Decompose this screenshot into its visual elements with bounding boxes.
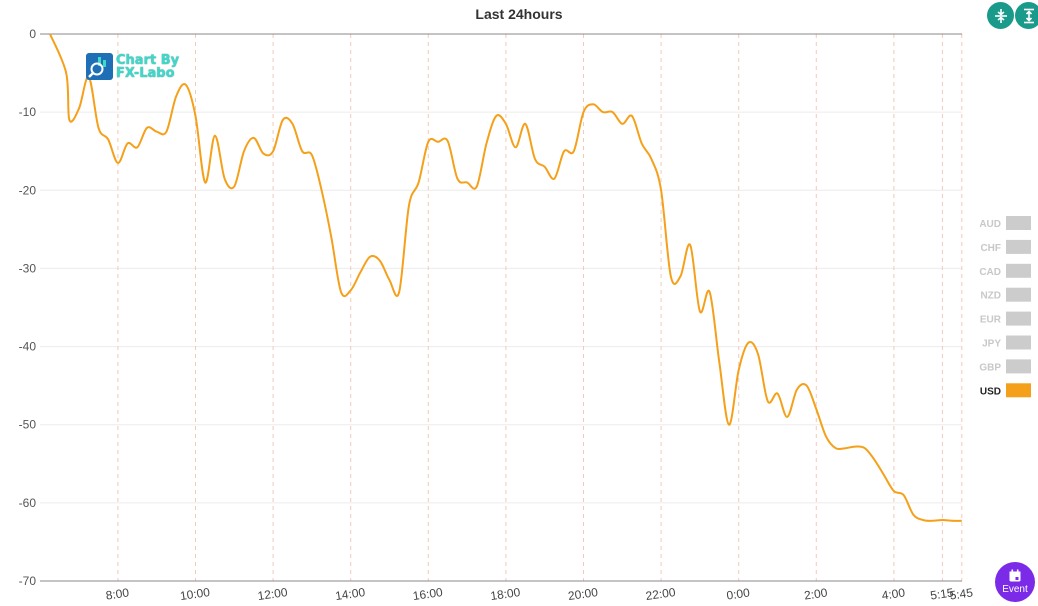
logo-line-1: Chart By [116, 52, 180, 68]
y-tick-label: 0 [29, 27, 36, 41]
compress-vertical-icon [994, 8, 1007, 23]
legend-label-aud[interactable]: AUD [979, 219, 1001, 230]
y-tick-label: -30 [19, 261, 37, 275]
x-tick-label: 10:00 [179, 585, 211, 603]
event-button[interactable]: Event [995, 562, 1035, 602]
series-layer [49, 33, 962, 522]
legend-label-usd[interactable]: USD [980, 386, 1001, 397]
x-axis-tick-labels: 8:00 10:00 12:00 14:00 16:00 18:00 20:00 22:00 0… [105, 585, 974, 603]
x-tick-label: 4:00 [881, 585, 906, 602]
legend-label-jpy[interactable]: JPY [982, 339, 1001, 350]
legend-swatch-jpy[interactable] [1006, 335, 1031, 350]
logo-text: Chart By FX-Labo [116, 54, 179, 80]
chart-by-fx-labo-logo: Chart By FX-Labo [86, 53, 179, 80]
x-tick-label: 14:00 [334, 585, 366, 603]
y-tick-label: -50 [19, 418, 37, 432]
legend-label-cad[interactable]: CAD [979, 267, 1001, 278]
x-gridlines [117, 34, 963, 581]
x-tick-label: 12:00 [257, 585, 289, 603]
logo-line-2: FX-Labo [116, 65, 175, 81]
x-tick-label: 5:45 [949, 585, 974, 602]
y-tick-label: -70 [19, 574, 37, 588]
legend-label-chf[interactable]: CHF [980, 243, 1001, 254]
y-tick-label: -40 [19, 340, 37, 354]
chart-title: Last 24hours [475, 6, 562, 22]
x-tick-label: 2:00 [803, 585, 828, 602]
legend-swatch-aud[interactable] [1006, 216, 1031, 230]
legend-swatch-cad[interactable] [1006, 263, 1031, 278]
legend-swatch-nzd[interactable] [1006, 287, 1031, 302]
legend-swatch-chf[interactable] [1006, 239, 1031, 254]
expand-vertical-button[interactable] [1015, 2, 1038, 29]
x-tick-label: 16:00 [412, 585, 444, 603]
y-gridlines [40, 111, 962, 504]
y-tick-label: -20 [19, 183, 37, 197]
magnifier-chart-icon [86, 53, 113, 80]
legend: AUD CHF CAD NZD EUR JPY GBP USD [979, 216, 1031, 398]
compress-vertical-button[interactable] [987, 2, 1014, 29]
x-tick-label: 20:00 [567, 585, 599, 603]
x-tick-label: 8:00 [105, 585, 130, 602]
y-axis-tick-labels: 0 -10 -20 -30 -40 -50 -60 -70 [19, 27, 37, 588]
event-button-label: Event [1002, 584, 1028, 595]
legend-swatch-gbp[interactable] [1006, 359, 1031, 374]
legend-swatch-eur[interactable] [1006, 311, 1031, 326]
x-tick-label: 22:00 [645, 585, 677, 603]
series-line-usd [49, 33, 962, 522]
x-tick-label: 0:00 [726, 585, 751, 602]
expand-vertical-icon [1023, 8, 1034, 23]
legend-label-nzd[interactable]: NZD [980, 291, 1001, 302]
legend-label-eur[interactable]: EUR [980, 315, 1002, 326]
x-tick-label: 18:00 [489, 585, 521, 603]
calendar-icon [1009, 569, 1021, 582]
x-tick-label: 5:15 [929, 585, 954, 602]
legend-swatch-usd[interactable] [1006, 383, 1031, 398]
legend-label-gbp[interactable]: GBP [979, 362, 1001, 373]
y-tick-label: -10 [19, 105, 37, 119]
y-tick-label: -60 [19, 496, 37, 510]
